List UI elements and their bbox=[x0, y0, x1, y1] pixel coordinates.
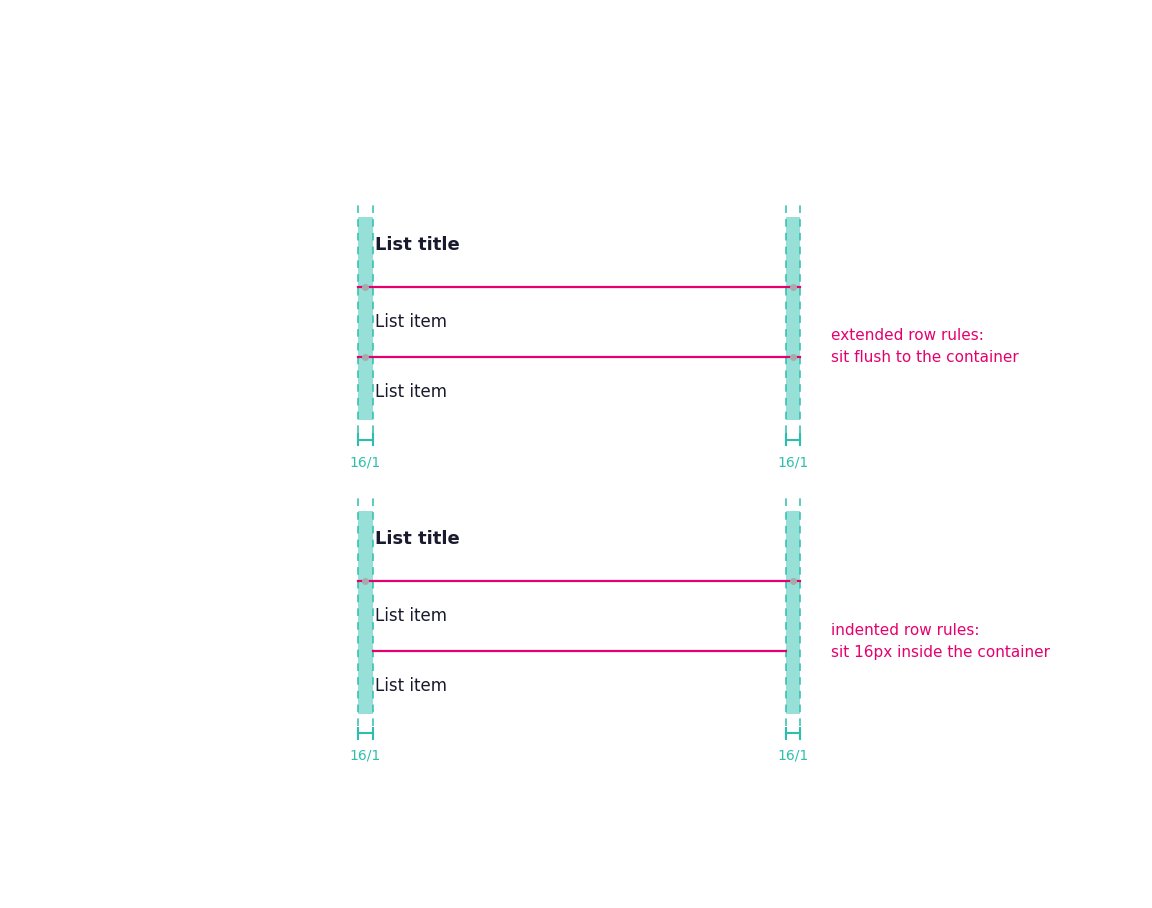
Text: List item: List item bbox=[376, 676, 447, 695]
Text: indented row rules:
sit 16px inside the container: indented row rules: sit 16px inside the … bbox=[832, 623, 1051, 660]
Bar bbox=[786, 217, 801, 420]
Text: 16/1: 16/1 bbox=[350, 749, 381, 763]
Bar bbox=[358, 217, 372, 420]
Text: List item: List item bbox=[376, 313, 447, 331]
Text: List item: List item bbox=[376, 607, 447, 625]
Text: List item: List item bbox=[376, 383, 447, 401]
Text: List title: List title bbox=[376, 530, 460, 548]
Bar bbox=[786, 511, 801, 714]
Bar bbox=[358, 511, 372, 714]
Text: 16/1: 16/1 bbox=[778, 749, 809, 763]
Text: List title: List title bbox=[376, 236, 460, 254]
Text: 16/1: 16/1 bbox=[778, 455, 809, 469]
Text: 16/1: 16/1 bbox=[350, 455, 381, 469]
Text: extended row rules:
sit flush to the container: extended row rules: sit flush to the con… bbox=[832, 328, 1020, 365]
